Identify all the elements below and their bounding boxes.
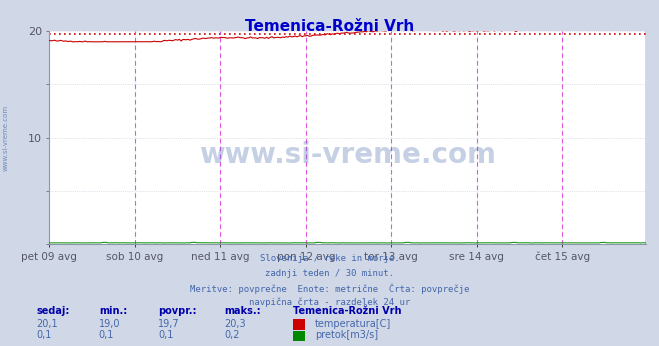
Text: 19,7: 19,7 [158,319,180,329]
Text: Temenica-Rožni Vrh: Temenica-Rožni Vrh [245,19,414,34]
Text: 0,1: 0,1 [158,330,173,340]
Text: 20,3: 20,3 [224,319,246,329]
Text: maks.:: maks.: [224,306,261,316]
Text: www.si-vreme.com: www.si-vreme.com [199,140,496,169]
Text: temperatura[C]: temperatura[C] [315,319,391,329]
Text: 0,1: 0,1 [36,330,51,340]
Text: Temenica-Rožni Vrh: Temenica-Rožni Vrh [293,306,402,316]
Text: 20,1: 20,1 [36,319,58,329]
Text: Slovenija / reke in morje.: Slovenija / reke in morje. [260,254,399,263]
Text: povpr.:: povpr.: [158,306,196,316]
Text: 0,2: 0,2 [224,330,240,340]
Text: www.si-vreme.com: www.si-vreme.com [2,105,9,172]
Text: zadnji teden / 30 minut.: zadnji teden / 30 minut. [265,269,394,278]
Text: sedaj:: sedaj: [36,306,70,316]
Text: pretok[m3/s]: pretok[m3/s] [315,330,378,340]
Text: 0,1: 0,1 [99,330,114,340]
Text: navpična črta - razdelek 24 ur: navpična črta - razdelek 24 ur [249,298,410,307]
Text: 19,0: 19,0 [99,319,121,329]
Text: Meritve: povprečne  Enote: metrične  Črta: povprečje: Meritve: povprečne Enote: metrične Črta:… [190,283,469,294]
Text: min.:: min.: [99,306,127,316]
